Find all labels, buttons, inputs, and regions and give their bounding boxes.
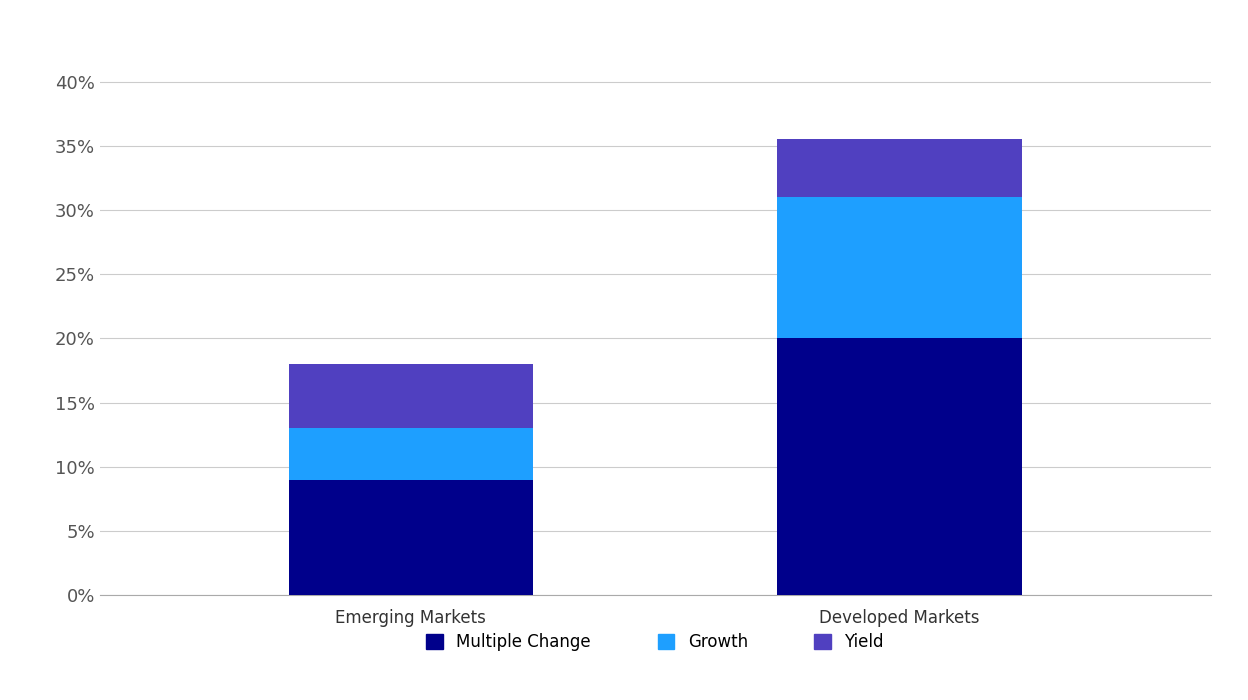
Bar <box>288 480 533 595</box>
Bar <box>778 338 1022 595</box>
Bar <box>778 197 1022 338</box>
Bar <box>778 139 1022 197</box>
Bar <box>288 364 533 428</box>
Legend: Multiple Change, Growth, Yield: Multiple Change, Growth, Yield <box>427 634 884 651</box>
Bar <box>288 428 533 480</box>
